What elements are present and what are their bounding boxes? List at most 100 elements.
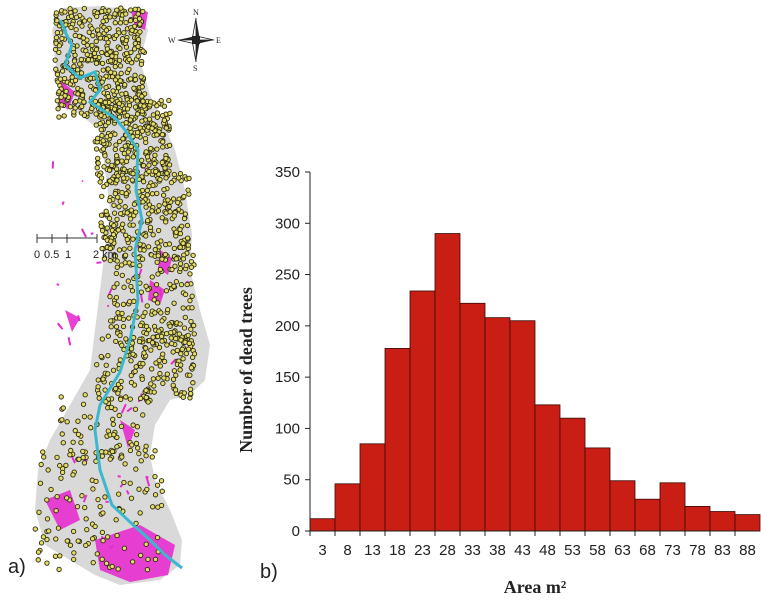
dead-tree-point: [140, 129, 144, 133]
dead-tree-point: [154, 292, 158, 296]
dead-tree-point: [165, 343, 169, 347]
dead-tree-point: [185, 236, 189, 240]
dead-tree-point: [61, 441, 65, 445]
dead-tree-point: [137, 339, 141, 343]
x-tick-label-33: 33: [464, 542, 481, 559]
x-tick-label-28: 28: [439, 542, 456, 559]
dead-tree-point: [95, 552, 99, 556]
dead-tree-point: [136, 37, 140, 41]
dead-tree-point: [160, 257, 164, 261]
y-axis-title: Number of dead trees: [236, 287, 256, 453]
dead-tree-point: [128, 481, 132, 485]
dead-tree-point: [82, 461, 86, 465]
dead-tree-point: [115, 265, 119, 269]
dead-tree-point: [57, 44, 61, 48]
dead-tree-point: [85, 527, 89, 531]
dead-tree-point: [147, 163, 151, 167]
dead-tree-point: [46, 529, 50, 533]
x-tick-label-38: 38: [489, 542, 506, 559]
map-patch-streak: [82, 229, 86, 237]
dead-tree-point: [100, 530, 104, 534]
dead-tree-point: [58, 77, 62, 81]
dead-tree-point: [161, 140, 165, 144]
dead-tree-point: [116, 391, 120, 395]
dead-tree-point: [113, 147, 117, 151]
dead-tree-point: [55, 99, 59, 103]
dead-tree-point: [106, 120, 110, 124]
dead-tree-point: [124, 337, 128, 341]
dead-tree-point: [53, 554, 57, 558]
x-tick-label-88: 88: [739, 542, 756, 559]
dead-tree-point: [157, 329, 161, 333]
dead-tree-point: [141, 49, 145, 53]
dead-tree-point: [36, 558, 40, 562]
dead-tree-point: [183, 292, 187, 296]
dead-tree-point: [77, 457, 81, 461]
dead-tree-point: [108, 133, 112, 137]
dead-tree-point: [71, 529, 75, 533]
dead-tree-point: [113, 20, 117, 24]
dead-tree-point: [129, 98, 133, 102]
dead-tree-point: [188, 373, 192, 377]
dead-tree-point: [99, 128, 103, 132]
bar-88: [735, 515, 760, 531]
dead-tree-point: [145, 155, 149, 159]
dead-tree-point: [103, 154, 107, 158]
y-tick-label-250: 250: [275, 267, 300, 284]
dead-tree-point: [100, 557, 104, 561]
dead-tree-point: [70, 75, 74, 79]
bar-58: [585, 448, 610, 531]
dead-tree-point: [68, 105, 72, 109]
map-patch-streak: [58, 323, 63, 329]
dead-tree-point: [74, 27, 78, 31]
dead-tree-point: [176, 200, 180, 204]
dead-tree-point: [54, 35, 58, 39]
dead-tree-point: [152, 390, 156, 394]
dead-tree-point: [155, 241, 159, 245]
dead-tree-point: [75, 68, 79, 72]
dead-tree-point: [100, 61, 104, 65]
dead-tree-point: [137, 487, 141, 491]
y-tick-label-100: 100: [275, 420, 300, 437]
dead-tree-point: [128, 217, 132, 221]
dead-tree-point: [156, 272, 160, 276]
x-tick-label-83: 83: [714, 542, 731, 559]
dead-tree-point: [96, 161, 100, 165]
dead-tree-point: [186, 243, 190, 247]
dead-tree-point: [181, 257, 185, 261]
dead-tree-point: [76, 92, 80, 96]
dead-tree-point: [166, 307, 170, 311]
dead-tree-point: [189, 265, 193, 269]
dead-tree-point: [129, 284, 133, 288]
dead-tree-point: [101, 377, 105, 381]
dead-tree-point: [189, 319, 193, 323]
dead-tree-point: [155, 535, 159, 539]
dead-tree-point: [113, 78, 117, 82]
dead-tree-point: [129, 144, 133, 148]
dead-tree-point: [125, 237, 129, 241]
dead-tree-point: [184, 263, 188, 267]
dead-tree-point: [167, 143, 171, 147]
dead-tree-point: [186, 188, 190, 192]
dead-tree-point: [118, 333, 122, 337]
dead-tree-point: [94, 147, 98, 151]
dead-tree-point: [82, 113, 86, 117]
dead-tree-point: [150, 126, 154, 130]
dead-tree-point: [160, 319, 164, 323]
dead-tree-point: [117, 248, 121, 252]
dead-tree-point: [71, 473, 75, 477]
dead-tree-point: [58, 554, 62, 558]
bars: [310, 234, 760, 531]
dead-tree-point: [140, 257, 144, 261]
dead-tree-point: [159, 479, 163, 483]
dead-tree-point: [58, 463, 62, 467]
dead-tree-point: [157, 345, 161, 349]
y-tick-label-50: 50: [283, 472, 300, 489]
dead-tree-point: [101, 139, 105, 143]
dead-tree-point: [57, 115, 61, 119]
y-tick-label-150: 150: [275, 369, 300, 386]
dead-tree-point: [121, 222, 125, 226]
dead-tree-point: [149, 367, 153, 371]
dead-tree-point: [172, 284, 176, 288]
dead-tree-point: [111, 89, 115, 93]
